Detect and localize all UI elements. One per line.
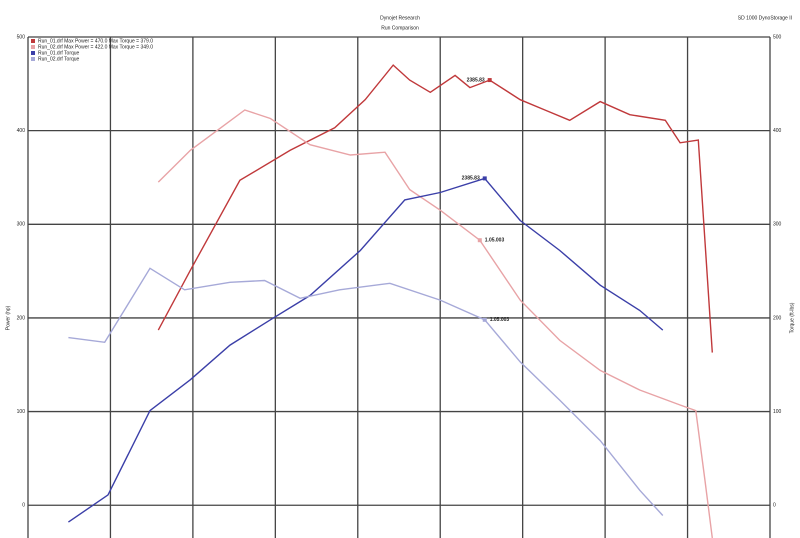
legend-swatch [31, 39, 35, 43]
chart-subtitle: Run Comparison [381, 25, 419, 31]
series-line [68, 267, 664, 516]
y2-tick-label: 200 [773, 315, 782, 321]
corner-note: SD 1000 DynoStorage II [738, 15, 792, 21]
y-axis-title: Power (hp) [5, 305, 11, 330]
legend-label: Run_02.drf Torque [38, 56, 80, 62]
legend-swatch [31, 57, 35, 61]
y2-tick-label: 400 [773, 128, 782, 134]
y2-tick-label: 100 [773, 409, 782, 415]
cursor-marker [477, 238, 482, 243]
marker-label: 1.05.003 [485, 238, 505, 244]
y2-tick-label: 300 [773, 222, 782, 228]
y2-tick-label: 500 [773, 34, 782, 40]
cursor-marker [487, 78, 492, 83]
y-tick-label: 400 [17, 128, 26, 134]
y-tick-label: 300 [17, 222, 26, 228]
y2-axis-title: Torque (ft-lbs) [789, 302, 795, 333]
series-line [68, 177, 664, 523]
series-line [157, 109, 713, 538]
marker-label: 1.05.003 [490, 317, 510, 323]
legend-swatch [31, 51, 35, 55]
marker-label: 2385.83 [467, 77, 485, 83]
legend-label: Run_01.drf Torque [38, 50, 80, 56]
marker-label: 2385.83 [462, 176, 480, 182]
legend-swatch [31, 45, 35, 49]
y-tick-label: 500 [17, 34, 26, 40]
legend-label: Run_02.drf Max Power = 422.0 Max Torque … [38, 44, 153, 50]
y-tick-label: 0 [22, 503, 25, 509]
y-tick-label: 200 [17, 315, 26, 321]
series-line [157, 64, 713, 353]
y2-tick-label: 0 [773, 503, 776, 509]
cursor-marker [482, 176, 487, 181]
cursor-marker [482, 317, 487, 322]
chart-title: Dynojet Research [380, 15, 420, 21]
y-tick-label: 100 [17, 409, 26, 415]
legend-label: Run_01.drf Max Power = 470.0 Max Torque … [38, 38, 153, 44]
